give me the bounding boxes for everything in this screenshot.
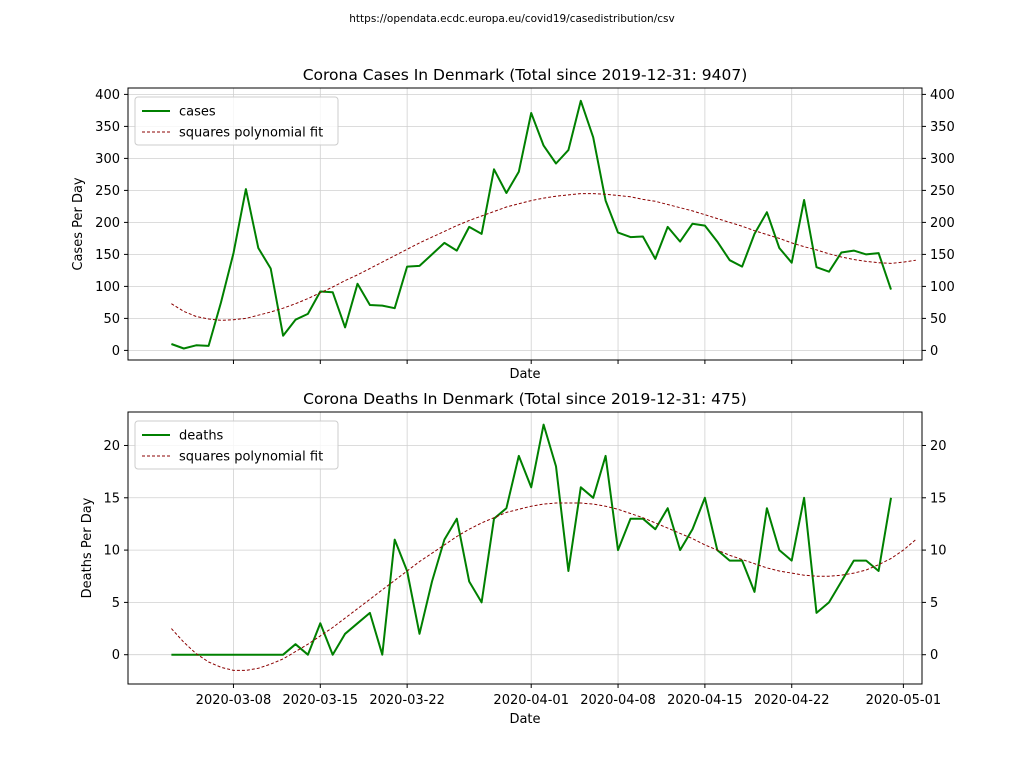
cases-y-tick-label-left: 200: [95, 216, 120, 231]
cases-legend: cases squares polynomial fit: [134, 96, 339, 146]
deaths-x-tick-label: 2020-04-15: [667, 693, 743, 708]
deaths-y-tick-label-left: 15: [103, 491, 120, 506]
cases-y-tick-label-left: 300: [95, 152, 120, 167]
deaths-x-tick-label: 2020-04-08: [580, 693, 656, 708]
cases-y-tick-label-left: 250: [95, 184, 120, 199]
cases-y-axis-label: Cases Per Day: [71, 177, 86, 271]
cases-y-tick-label-right: 200: [930, 216, 955, 231]
deaths-y-tick-label-right: 20: [930, 439, 947, 454]
deaths-chart-title: Corona Deaths In Denmark (Total since 20…: [303, 390, 747, 408]
deaths-data-line: [171, 423, 892, 656]
deaths-x-tick-label: 2020-03-08: [196, 693, 272, 708]
cases-x-axis-label: Date: [509, 367, 540, 382]
cases-y-tick-label-right: 350: [930, 120, 955, 135]
cases-y-tick-label-right: 0: [930, 344, 938, 359]
deaths-y-tick-label-right: 5: [930, 596, 938, 611]
deaths-y-axis-label: Deaths Per Day: [80, 497, 95, 598]
cases-y-tick-label-right: 50: [930, 312, 947, 327]
cases-y-tick-label-right: 150: [930, 248, 955, 263]
deaths-y-tick-label-right: 15: [930, 491, 947, 506]
deaths-y-tick-label-left: 5: [112, 596, 120, 611]
cases-y-tick-label-left: 0: [112, 344, 120, 359]
deaths-fit-line: [171, 502, 917, 671]
cases-y-tick-label-left: 100: [95, 280, 120, 295]
source-url: https://opendata.ecdc.europa.eu/covid19/…: [349, 13, 674, 25]
deaths-y-tick-label-left: 10: [103, 544, 120, 559]
deaths-y-tick-label-right: 10: [930, 544, 947, 559]
cases-y-tick-label-left: 150: [95, 248, 120, 263]
deaths-x-tick-label: 2020-05-01: [866, 693, 942, 708]
deaths-chart: 0 0 5 5 10 10 15 15 20 20 2020-03-08 2020-03-15 2020…: [80, 390, 947, 727]
deaths-x-axis-label: Date: [509, 712, 540, 727]
deaths-y-tick-label-right: 0: [930, 648, 938, 663]
cases-data-line: [171, 99, 892, 350]
cases-chart-title: Corona Cases In Denmark (Total since 201…: [303, 66, 748, 84]
cases-fit-line: [171, 193, 916, 321]
cases-chart: 0 0 50 50 100 100 150 150 200 200 250 250 300 300 350 3…: [71, 66, 955, 382]
cases-y-tick-label-left: 400: [95, 88, 120, 103]
deaths-legend-label: deaths: [179, 429, 224, 444]
deaths-y-tick-label-left: 0: [112, 648, 120, 663]
deaths-x-tick-label: 2020-03-22: [369, 693, 445, 708]
deaths-fit-legend-label: squares polynomial fit: [179, 450, 323, 465]
cases-y-tick-label-right: 100: [930, 280, 955, 295]
deaths-y-tick-label-left: 20: [103, 439, 120, 454]
cases-y-tick-label-left: 350: [95, 120, 120, 135]
deaths-x-tick-label: 2020-04-01: [493, 693, 569, 708]
cases-fit-legend-label: squares polynomial fit: [179, 126, 323, 141]
cases-y-tick-label-left: 50: [103, 312, 120, 327]
cases-y-tick-label-right: 250: [930, 184, 955, 199]
deaths-legend: deaths squares polynomial fit: [134, 420, 339, 470]
deaths-x-tick-label: 2020-04-22: [754, 693, 830, 708]
cases-y-tick-label-right: 300: [930, 152, 955, 167]
cases-legend-label: cases: [179, 105, 216, 120]
cases-y-tick-label-right: 400: [930, 88, 955, 103]
deaths-x-tick-label: 2020-03-15: [283, 693, 359, 708]
